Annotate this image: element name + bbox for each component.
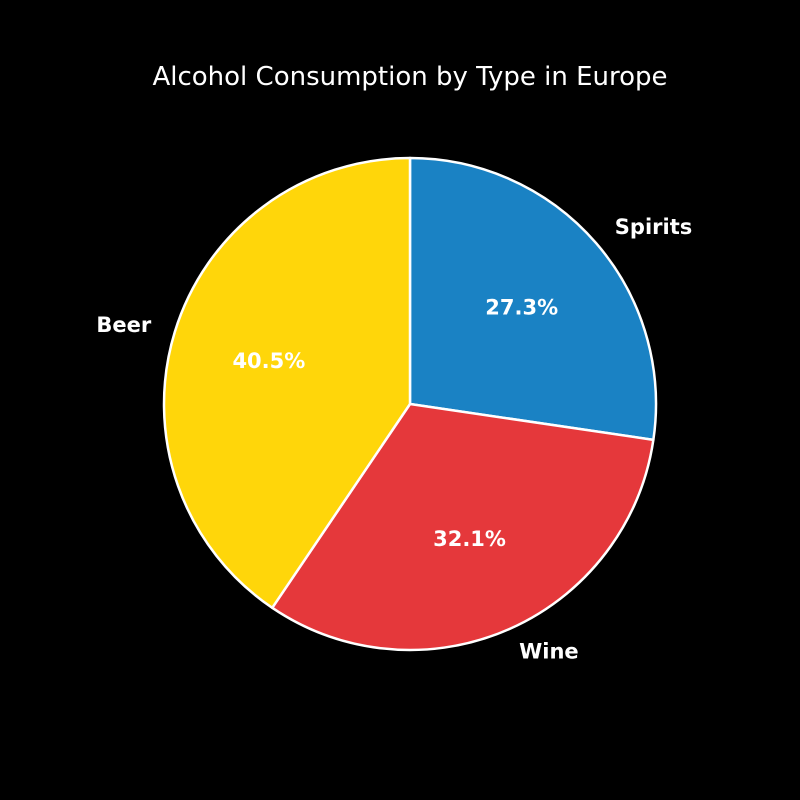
- pie-category-label-spirits: Spirits: [615, 215, 692, 239]
- pie-slice-spirits: [408, 156, 658, 442]
- pie-percent-label-beer: 40.5%: [232, 349, 305, 373]
- pie-percent-label-wine: 32.1%: [433, 527, 506, 551]
- pie-slice-wine: [271, 402, 655, 652]
- chart-title: Alcohol Consumption by Type in Europe: [152, 62, 668, 92]
- pie-slice-beer: [162, 156, 412, 610]
- pie-category-label-wine: Wine: [519, 640, 579, 664]
- pie-percent-label-spirits: 27.3%: [485, 296, 558, 320]
- pie-category-label-beer: Beer: [96, 313, 151, 337]
